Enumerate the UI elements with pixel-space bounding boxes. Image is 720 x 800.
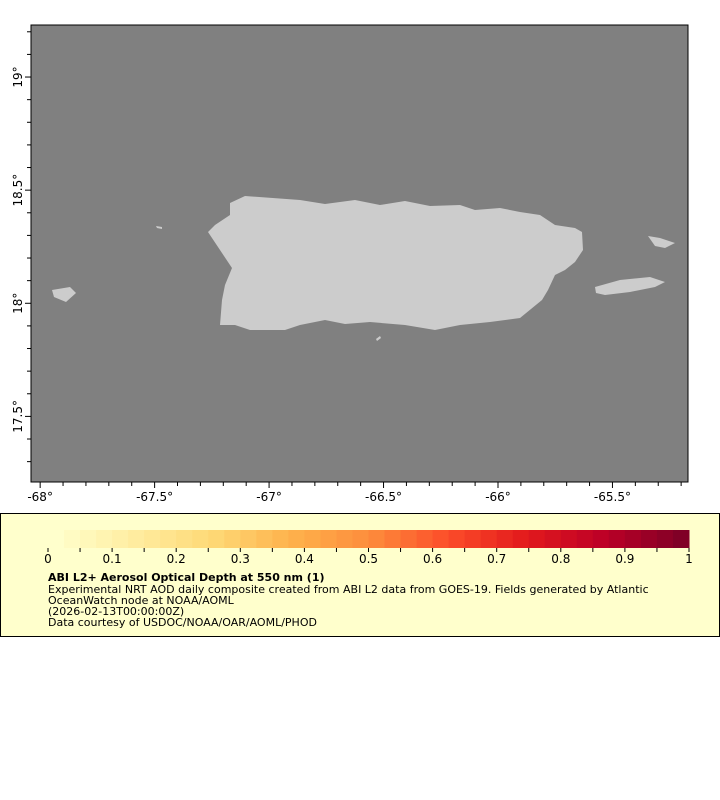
caja-de-muertos-island xyxy=(376,336,381,341)
colorbar-cell xyxy=(96,530,113,548)
colorbar: 0 0.1 0.2 0.3 0.4 0.5 0.6 0.7 0.8 0.9 1 xyxy=(44,530,693,566)
x-tick-label: -67.5° xyxy=(136,490,173,504)
colorbar-tick-label: 0.4 xyxy=(295,552,314,566)
colorbar-tick-label: 0.9 xyxy=(615,552,634,566)
colorbar-cell xyxy=(112,530,129,548)
y-tick-label: 19° xyxy=(11,66,25,87)
colorbar-cell xyxy=(336,530,353,548)
colorbar-cell xyxy=(176,530,193,548)
vieques-island xyxy=(595,277,665,295)
colorbar-cell xyxy=(656,530,674,548)
colorbar-cell xyxy=(352,530,369,548)
legend-title: ABI L2+ Aerosol Optical Depth at 550 nm … xyxy=(48,571,325,584)
colorbar-cell xyxy=(384,530,402,548)
colorbar-cell xyxy=(464,530,482,548)
colorbar-cell xyxy=(304,530,321,548)
colorbar-cell xyxy=(640,530,658,548)
x-tick-label: -66° xyxy=(485,490,511,504)
colorbar-cell xyxy=(496,530,514,548)
legend-description-1: Experimental NRT AOD daily composite cre… xyxy=(48,583,649,596)
colorbar-cell xyxy=(288,530,305,548)
colorbar-cell xyxy=(80,530,97,548)
mona-island xyxy=(52,287,76,302)
colorbar-cell xyxy=(400,530,418,548)
y-tick-label: 17.5° xyxy=(11,400,25,433)
map-plot: -68° -67.5° -67° -66.5° -66° -65.5° 17.5° 18° 18… xyxy=(11,24,689,504)
colorbar-cell xyxy=(128,530,145,548)
colorbar-cell xyxy=(160,530,177,548)
colorbar-cell xyxy=(576,530,594,548)
x-tick-label: -65.5° xyxy=(594,490,631,504)
colorbar-cell xyxy=(208,530,225,548)
colorbar-cell xyxy=(608,530,626,548)
colorbar-cell xyxy=(320,530,337,548)
colorbar-tick-label: 0.6 xyxy=(423,552,442,566)
legend-description-2: OceanWatch node at NOAA/AOML xyxy=(48,594,234,607)
colorbar-cell xyxy=(224,530,241,548)
culebra-island xyxy=(648,236,675,248)
colorbar-cell xyxy=(192,530,209,548)
x-tick-label: -67° xyxy=(256,490,282,504)
desecheo-island xyxy=(156,226,162,229)
legend-credit: Data courtesy of USDOC/NOAA/OAR/AOML/PHO… xyxy=(48,616,317,629)
colorbar-tick-label: 0.2 xyxy=(167,552,186,566)
colorbar-tick-label: 1 xyxy=(685,552,693,566)
colorbar-cell xyxy=(528,530,546,548)
axes: -68° -67.5° -67° -66.5° -66° -65.5° 17.5° 18° 18… xyxy=(11,31,682,504)
colorbar-cell xyxy=(144,530,161,548)
x-tick-label: -66.5° xyxy=(365,490,402,504)
colorbar-cell xyxy=(448,530,466,548)
colorbar-cell xyxy=(272,530,289,548)
colorbar-cell xyxy=(480,530,498,548)
colorbar-tick-label: 0 xyxy=(44,552,52,566)
colorbar-cell xyxy=(48,530,65,548)
x-tick-label: -68° xyxy=(27,490,53,504)
colorbar-cell xyxy=(256,530,273,548)
colorbar-cell xyxy=(560,530,578,548)
colorbar-cell xyxy=(544,530,562,548)
colorbar-cell xyxy=(512,530,530,548)
colorbar-cell xyxy=(416,530,434,548)
colorbar-cell xyxy=(368,530,386,548)
colorbar-tick-label: 0.8 xyxy=(551,552,570,566)
colorbar-tick-label: 0.1 xyxy=(103,552,122,566)
y-tick-label: 18° xyxy=(11,293,25,314)
colorbar-cell xyxy=(672,530,690,548)
colorbar-cell xyxy=(64,530,81,548)
colorbar-tick-label: 0.3 xyxy=(231,552,250,566)
puerto-rico-island xyxy=(208,196,583,330)
colorbar-cell xyxy=(240,530,257,548)
colorbar-cell xyxy=(432,530,450,548)
legend: 0 0.1 0.2 0.3 0.4 0.5 0.6 0.7 0.8 0.9 1 ABI L2+ Ae… xyxy=(0,513,720,637)
colorbar-cell xyxy=(624,530,642,548)
colorbar-cell xyxy=(592,530,610,548)
legend-time: (2026-02-13T00:00:00Z) xyxy=(48,605,185,618)
land xyxy=(52,196,675,341)
colorbar-tick-label: 0.5 xyxy=(359,552,378,566)
y-tick-label: 18.5° xyxy=(11,174,25,207)
colorbar-tick-label: 0.7 xyxy=(487,552,506,566)
